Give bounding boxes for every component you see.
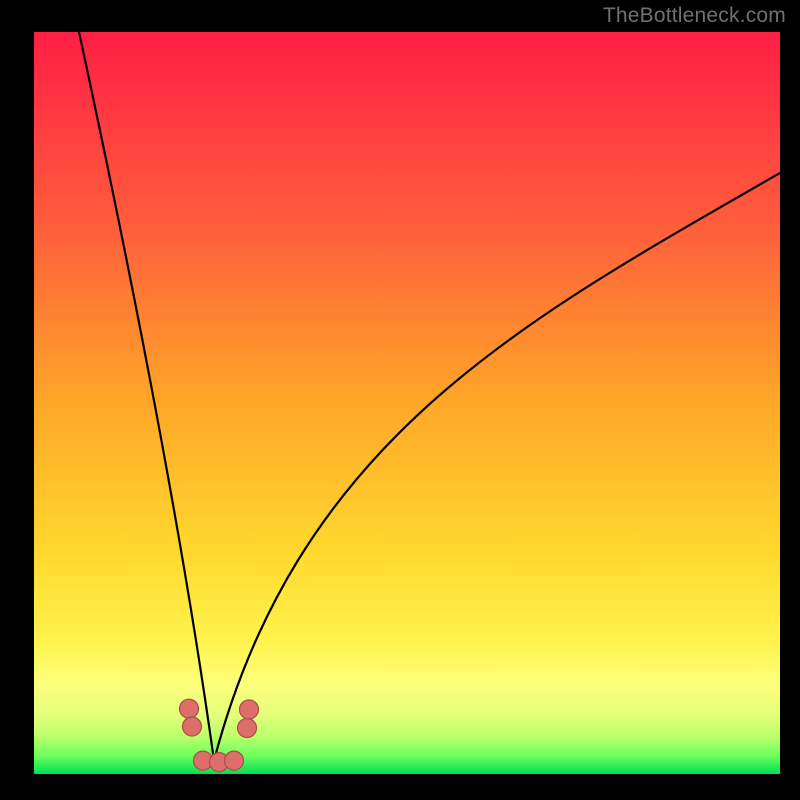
curve-right-branch [214, 173, 780, 761]
watermark-text: TheBottleneck.com [603, 4, 786, 28]
marker-point [240, 700, 259, 719]
markers-group [180, 699, 259, 771]
curve-layer [34, 32, 780, 774]
marker-point [180, 699, 199, 718]
marker-point [238, 718, 257, 737]
marker-point [183, 717, 202, 736]
marker-point [225, 751, 244, 770]
plot-area [34, 32, 780, 774]
curve-left-branch [79, 32, 214, 761]
